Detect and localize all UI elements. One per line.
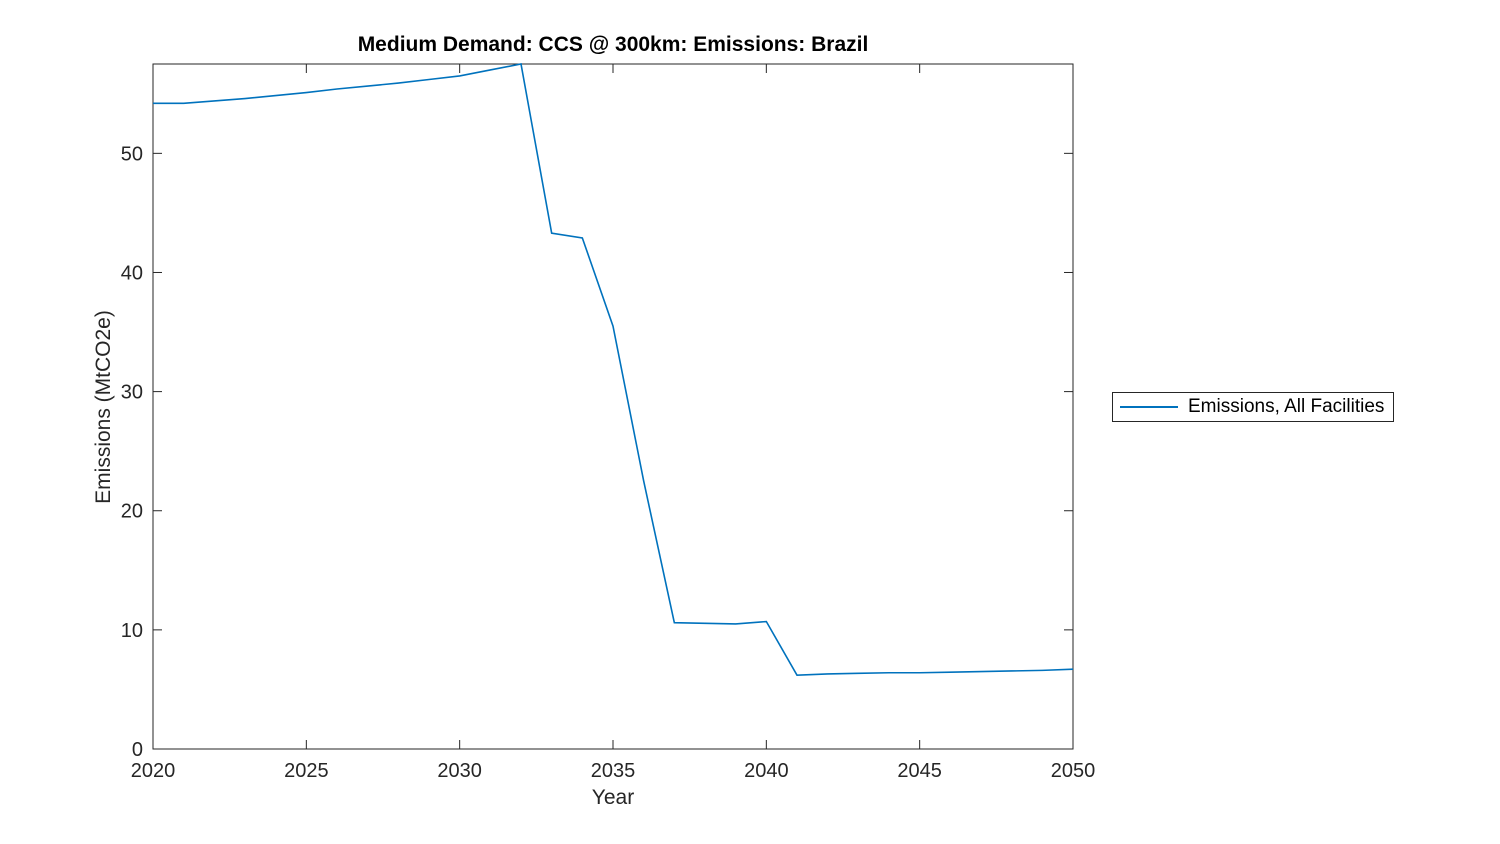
x-tick-label: 2025 <box>284 760 329 782</box>
emissions-line <box>153 63 1074 676</box>
axes-box <box>152 63 1074 750</box>
y-tick-label: 30 <box>121 382 143 404</box>
x-tick-label: 2020 <box>131 760 176 782</box>
y-tick-label: 50 <box>121 143 143 165</box>
legend-series-label: Emissions, All Facilities <box>1188 396 1385 417</box>
legend: Emissions, All Facilities <box>1112 392 1395 422</box>
x-tick-label: 2035 <box>591 760 636 782</box>
legend-line-sample <box>1120 406 1178 408</box>
y-tick-label: 40 <box>121 262 143 284</box>
chart-title: Medium Demand: CCS @ 300km: Emissions: B… <box>357 33 869 56</box>
y-tick-label: 0 <box>132 739 143 761</box>
x-tick-label: 2045 <box>897 760 942 782</box>
x-tick-label: 2030 <box>437 760 482 782</box>
y-axis-label: Emissions (MtCO2e) <box>92 310 115 504</box>
x-tick-label: 2040 <box>744 760 789 782</box>
x-axis-label: Year <box>591 786 635 809</box>
x-tick-label: 2050 <box>1051 760 1096 782</box>
y-tick-label: 20 <box>121 501 143 523</box>
y-tick-label: 10 <box>121 620 143 642</box>
